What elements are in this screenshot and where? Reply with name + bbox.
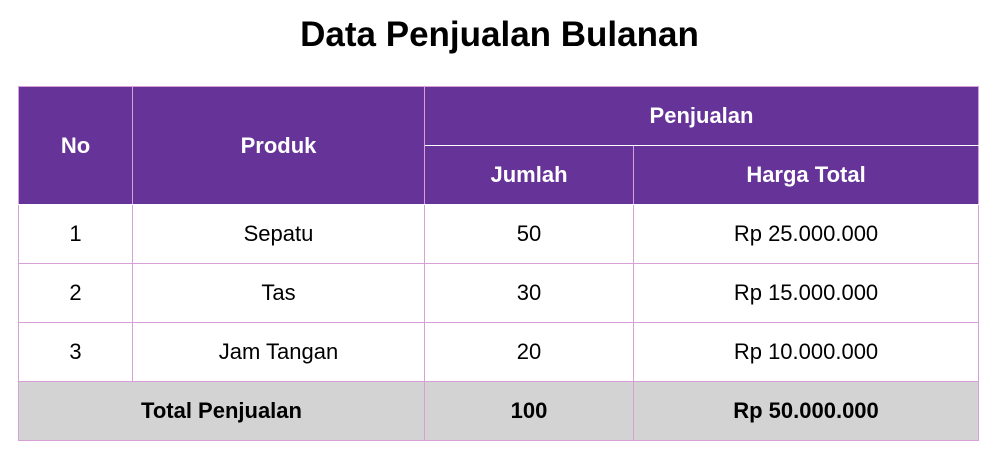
cell-jumlah: 50 xyxy=(424,204,634,264)
page-title: Data Penjualan Bulanan xyxy=(300,15,699,54)
sales-table: No Produk Penjualan Jumlah Harga Total 1… xyxy=(18,86,980,441)
table-row: 1 Sepatu 50 Rp 25.000.000 xyxy=(18,204,980,264)
header-harga-total: Harga Total xyxy=(632,145,980,205)
header-subrow: Jumlah Harga Total xyxy=(19,145,980,205)
cell-harga-total: Rp 25.000.000 xyxy=(632,204,980,264)
header-produk: Produk xyxy=(132,86,425,205)
cell-harga-total: Rp 15.000.000 xyxy=(632,263,980,323)
cell-produk: Sepatu xyxy=(132,204,425,264)
total-row: Total Penjualan 100 Rp 50.000.000 xyxy=(18,381,980,441)
header-jumlah: Jumlah xyxy=(424,145,634,205)
table-header: No Produk Penjualan Jumlah Harga Total xyxy=(18,86,980,205)
header-penjualan: Penjualan xyxy=(423,86,980,146)
table-body: 1 Sepatu 50 Rp 25.000.000 2 Tas 30 Rp 15… xyxy=(18,204,980,382)
table-footer: Total Penjualan 100 Rp 50.000.000 xyxy=(18,381,980,441)
table-row: 2 Tas 30 Rp 15.000.000 xyxy=(18,263,980,323)
cell-jumlah: 30 xyxy=(424,263,634,323)
cell-no: 1 xyxy=(18,204,133,264)
header-no: No xyxy=(18,86,133,205)
total-harga-total: Rp 50.000.000 xyxy=(632,381,980,441)
cell-jumlah: 20 xyxy=(424,322,634,382)
total-jumlah: 100 xyxy=(424,381,634,441)
table-row: 3 Jam Tangan 20 Rp 10.000.000 xyxy=(18,322,980,382)
total-label: Total Penjualan xyxy=(18,381,425,441)
cell-harga-total: Rp 10.000.000 xyxy=(632,322,980,382)
header-row: No Produk Penjualan xyxy=(18,86,980,205)
cell-no: 2 xyxy=(18,263,133,323)
cell-produk: Tas xyxy=(132,263,425,323)
cell-produk: Jam Tangan xyxy=(132,322,425,382)
cell-no: 3 xyxy=(18,322,133,382)
